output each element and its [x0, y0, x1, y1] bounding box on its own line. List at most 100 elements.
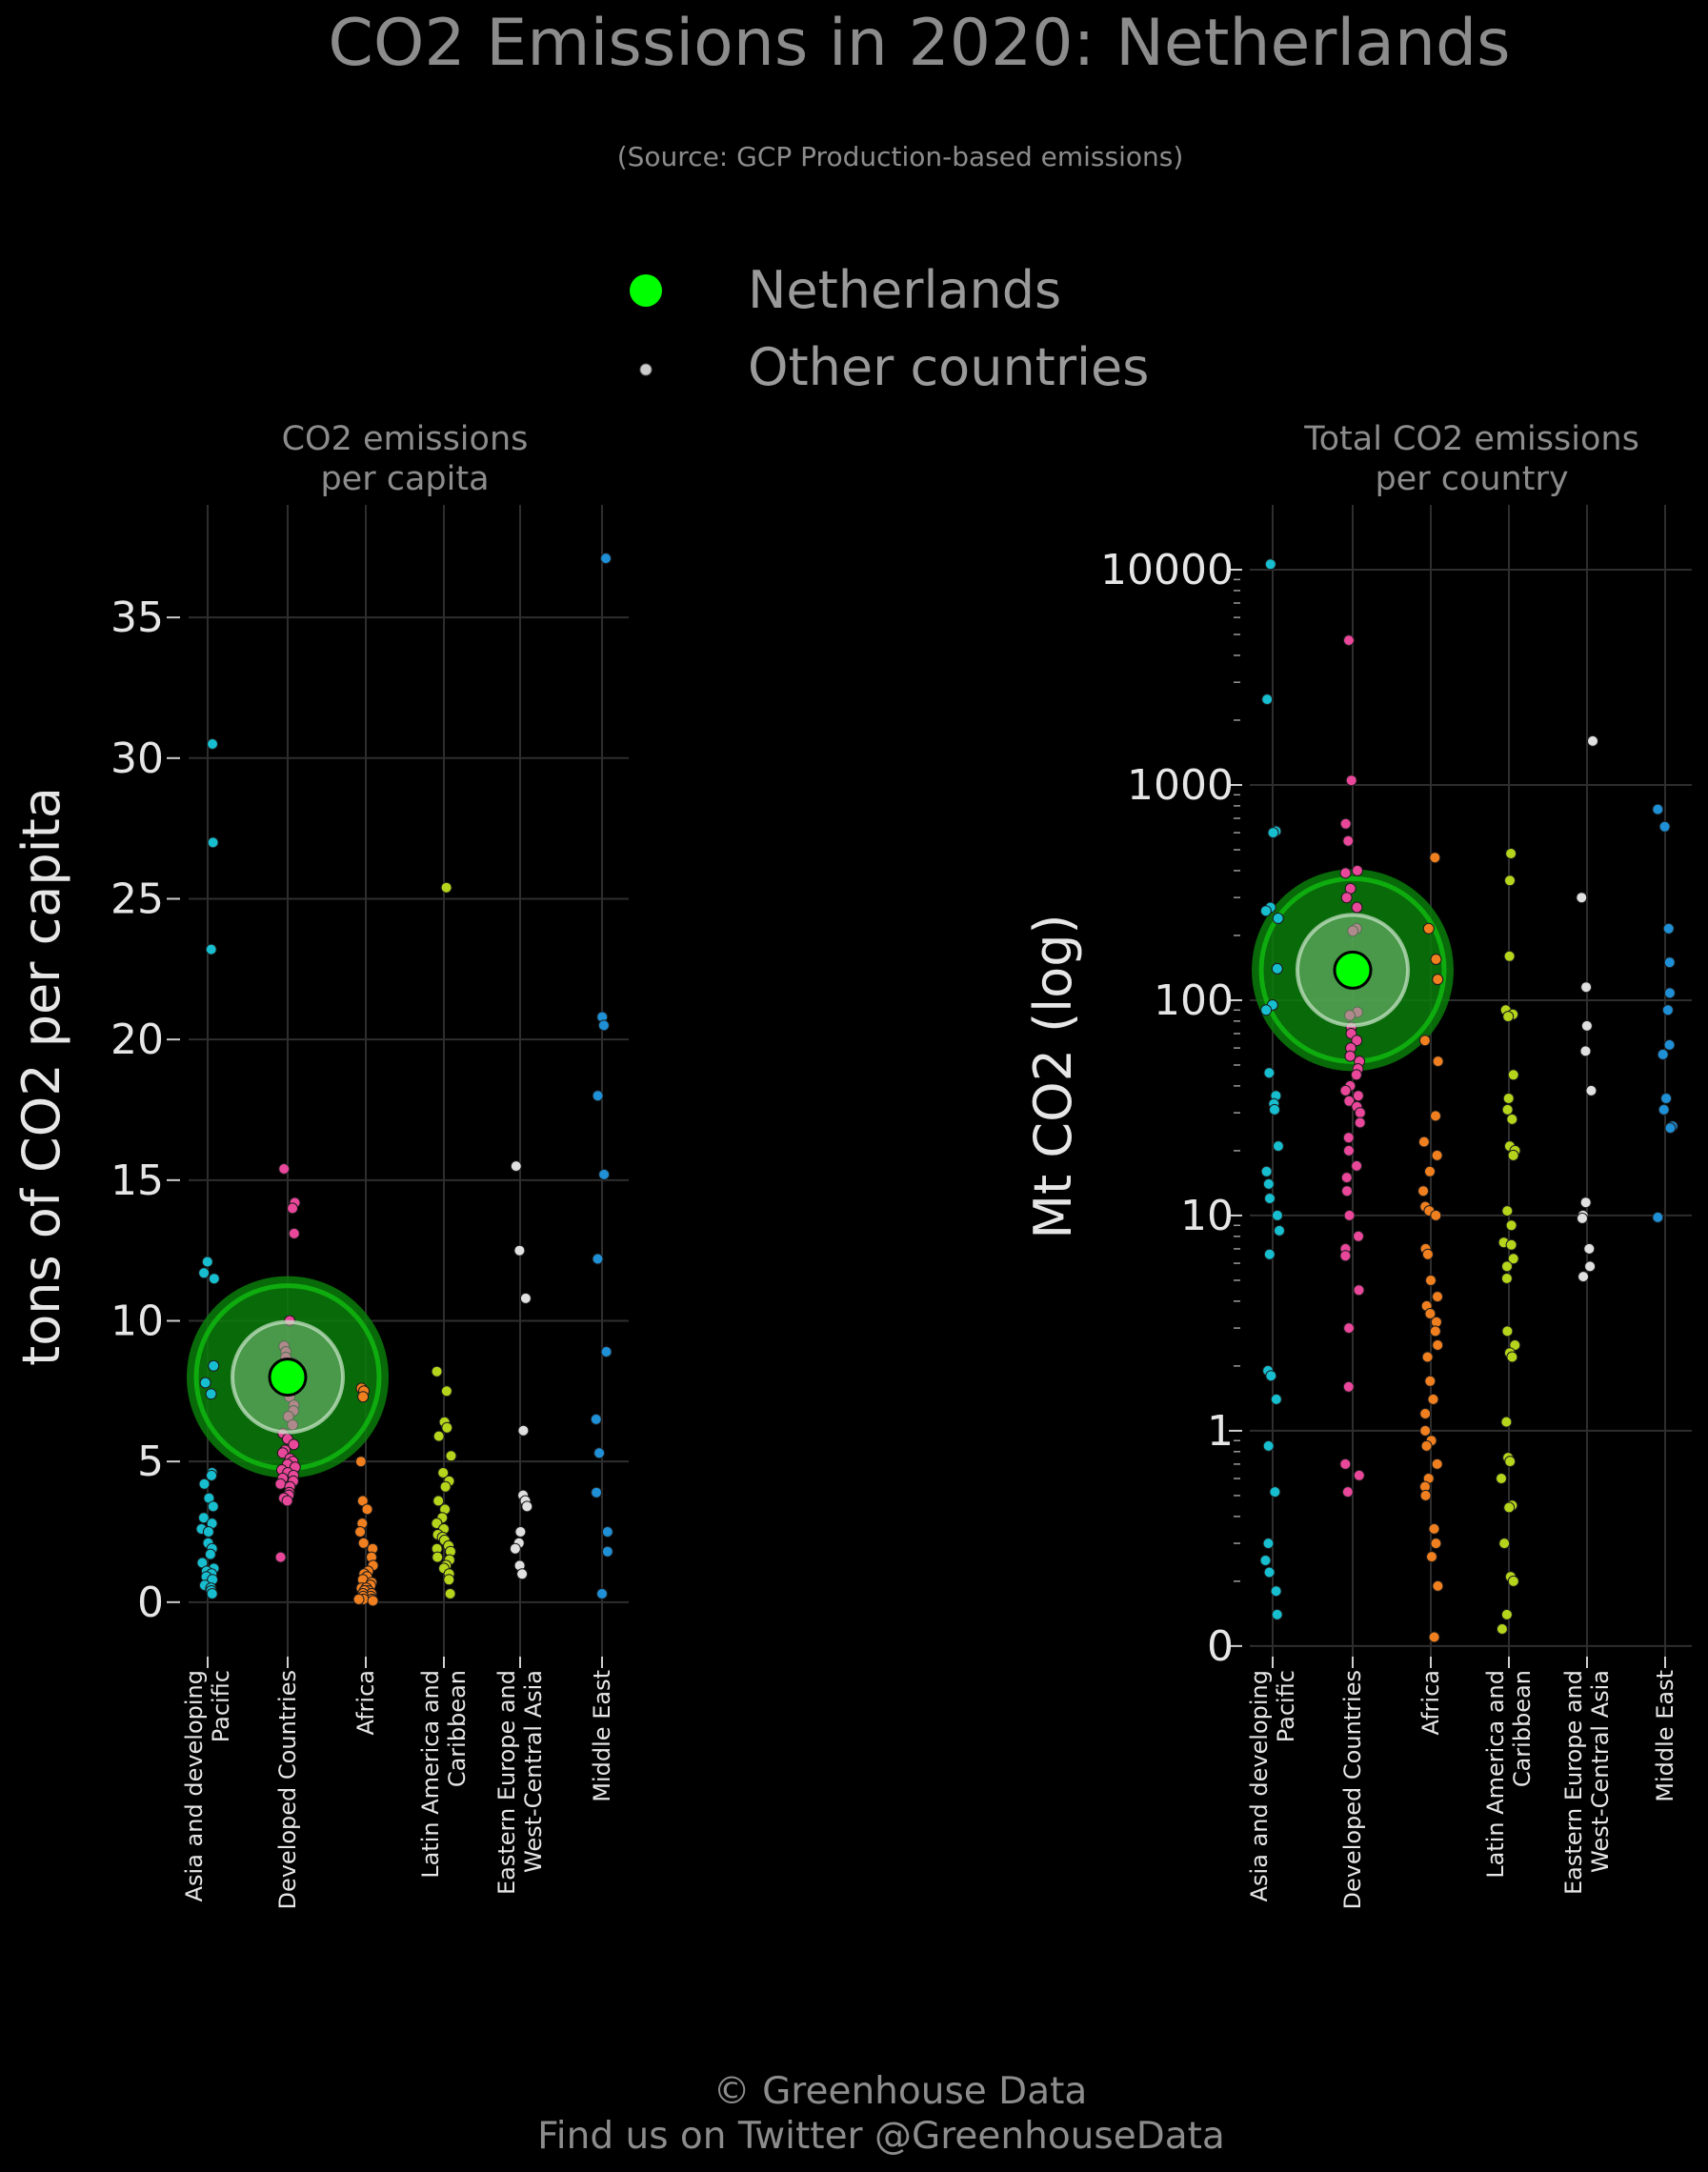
category-label-line: West-Central Asia [520, 1670, 547, 1873]
data-point-latin-america-and-caribbean [1505, 848, 1517, 859]
data-point-africa [1422, 922, 1435, 935]
panel-title-line: per country [1375, 460, 1568, 498]
category-label-line: Latin America and [1482, 1670, 1509, 1879]
data-point-latin-america-and-caribbean [432, 1551, 444, 1563]
data-point-latin-america-and-caribbean [431, 1365, 443, 1378]
data-point-asia-and-developing-pacific [1261, 694, 1274, 706]
data-point-middle-east [1658, 820, 1671, 833]
data-point-developed-countries [1345, 774, 1357, 787]
data-point-africa [1419, 1408, 1432, 1419]
data-point-asia-and-developing-pacific [1272, 913, 1284, 924]
data-point-latin-america-and-caribbean [1504, 1456, 1517, 1468]
data-point-africa [1431, 1458, 1443, 1470]
data-point-developed-countries [1351, 1035, 1363, 1047]
data-point-africa [354, 1526, 367, 1538]
data-point-africa [1417, 1136, 1430, 1148]
category-label-line: Caribbean [444, 1670, 471, 1787]
data-point-developed-countries [1342, 1132, 1355, 1144]
data-point-africa [352, 1593, 365, 1605]
data-point-developed-countries [1352, 1090, 1364, 1102]
data-point-africa [1421, 1248, 1434, 1260]
data-point-asia-and-developing-pacific [1272, 1140, 1284, 1153]
y-tick-label: 0 [137, 1579, 164, 1627]
data-point-africa [1429, 852, 1441, 864]
category-label: Middle East [589, 1670, 615, 1802]
category-label-line: Latin America and [417, 1670, 444, 1879]
category-label-line: Eastern Europe and [493, 1670, 520, 1895]
category-label: Africa [352, 1670, 379, 1735]
data-point-developed-countries [1354, 1107, 1366, 1119]
data-point-middle-east [1663, 1038, 1676, 1051]
data-point-asia-and-developing-pacific [1262, 1177, 1275, 1190]
data-point-eastern-europe-and-west-central-asia [514, 1526, 527, 1538]
data-point-latin-america-and-caribbean [432, 1495, 445, 1507]
data-point-middle-east [591, 1486, 603, 1498]
data-point-developed-countries [274, 1551, 287, 1563]
legend-others-label: Other countries [748, 337, 1149, 397]
data-point-asia-and-developing-pacific [1271, 962, 1283, 975]
data-point-eastern-europe-and-west-central-asia [517, 1424, 530, 1437]
data-point-eastern-europe-and-west-central-asia [1579, 1197, 1592, 1209]
data-point-middle-east [596, 1588, 608, 1599]
data-point-asia-and-developing-pacific [207, 738, 218, 750]
data-point-developed-countries [1341, 1185, 1353, 1197]
data-point-asia-and-developing-pacific [202, 1526, 214, 1538]
data-point-developed-countries [1350, 1069, 1362, 1081]
data-point-latin-america-and-caribbean [445, 1450, 457, 1462]
data-point-latin-america-and-caribbean [1507, 1575, 1519, 1587]
data-point-eastern-europe-and-west-central-asia [1587, 734, 1598, 747]
data-point-latin-america-and-caribbean [1501, 1103, 1514, 1116]
data-point-latin-america-and-caribbean [1507, 1069, 1519, 1081]
data-point-developed-countries [288, 1438, 300, 1451]
data-point-asia-and-developing-pacific [198, 1267, 211, 1279]
data-point-developed-countries [1339, 1458, 1352, 1470]
data-point-latin-america-and-caribbean [1501, 1205, 1514, 1217]
data-point-middle-east [600, 553, 612, 565]
data-point-latin-america-and-caribbean [1502, 1093, 1515, 1104]
category-label: Eastern Europe andWest-Central Asia [1560, 1670, 1614, 1895]
data-point-latin-america-and-caribbean [1506, 1113, 1518, 1125]
data-point-middle-east [597, 1019, 610, 1032]
data-point-developed-countries [1343, 1209, 1356, 1221]
data-point-africa [1428, 1631, 1440, 1643]
data-point-middle-east [1658, 1103, 1670, 1116]
data-point-developed-countries [1354, 1116, 1366, 1129]
data-point-asia-and-developing-pacific [198, 1478, 211, 1490]
data-point-africa [1432, 1056, 1444, 1068]
data-point-developed-countries [1339, 1084, 1352, 1096]
data-point-eastern-europe-and-west-central-asia [509, 1542, 521, 1555]
data-point-developed-countries [1343, 1322, 1356, 1335]
panel-title-line: per capita [320, 460, 489, 498]
data-point-developed-countries [1351, 901, 1363, 914]
data-point-asia-and-developing-pacific [1262, 1439, 1275, 1452]
data-point-developed-countries [1340, 1172, 1353, 1184]
data-point-developed-countries [1353, 1469, 1365, 1481]
data-point-developed-countries [278, 1163, 291, 1175]
data-point-developed-countries [1343, 1144, 1355, 1156]
panel-title-line: CO2 emissions [282, 420, 529, 458]
data-point-asia-and-developing-pacific [1267, 827, 1279, 839]
data-point-latin-america-and-caribbean [1505, 1238, 1517, 1251]
data-point-latin-america-and-caribbean [440, 881, 452, 894]
data-point-asia-and-developing-pacific [1260, 1004, 1273, 1016]
data-point-africa [1417, 1185, 1430, 1197]
data-point-eastern-europe-and-west-central-asia [1579, 1045, 1592, 1057]
data-point-developed-countries [1339, 817, 1352, 830]
data-point-latin-america-and-caribbean [1500, 1608, 1513, 1620]
y-axis-title: Mt CO2 (log) [1023, 914, 1083, 1238]
category-label: Eastern Europe andWest-Central Asia [493, 1670, 547, 1895]
category-label-line: Africa [352, 1670, 379, 1735]
chart-subtitle: (Source: GCP Production-based emissions) [617, 141, 1184, 172]
data-point-middle-east [592, 1090, 604, 1102]
y-tick-label: 1 [1207, 1407, 1234, 1456]
legend: Netherlands Other countries [630, 260, 1149, 397]
data-point-asia-and-developing-pacific [1269, 1486, 1281, 1498]
data-point-latin-america-and-caribbean [1496, 1623, 1508, 1635]
data-point-asia-and-developing-pacific [1264, 558, 1276, 571]
data-point-africa [1432, 1291, 1443, 1303]
data-point-asia-and-developing-pacific [207, 1500, 219, 1513]
data-point-africa [1429, 1325, 1441, 1337]
data-point-africa [1426, 1551, 1437, 1563]
data-point-eastern-europe-and-west-central-asia [1584, 1260, 1597, 1273]
data-point-developed-countries [1342, 835, 1355, 847]
